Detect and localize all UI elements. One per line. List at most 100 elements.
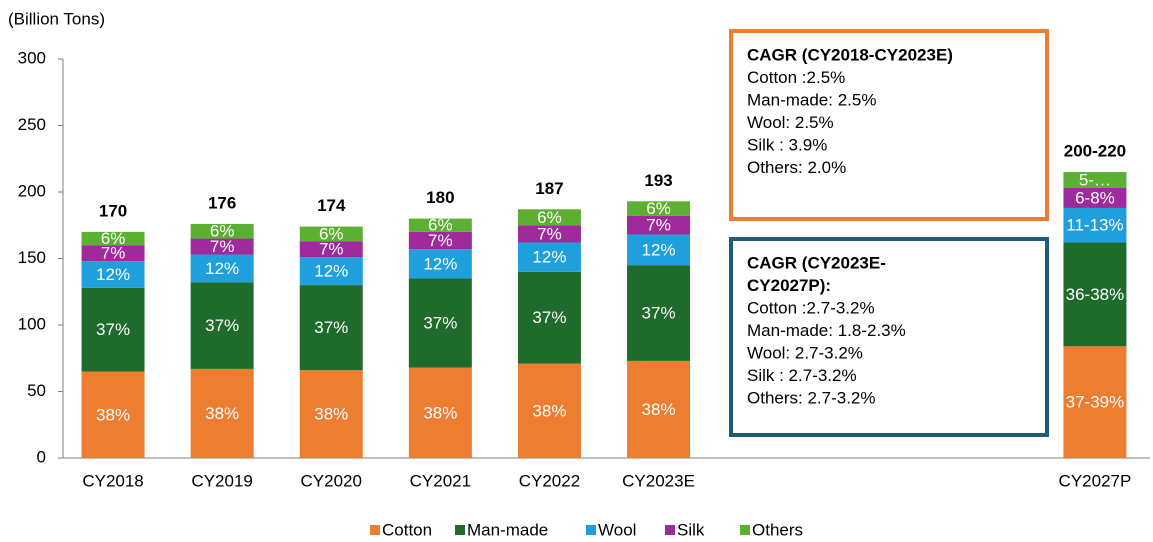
x-tick-label: CY2020 [301,471,362,490]
annotation-box [729,29,1049,221]
y-tick-label: 300 [18,48,46,67]
share-label: 37% [205,316,239,335]
total-label: 174 [317,196,346,215]
bar-segment [408,218,472,232]
bar-segment [190,368,254,458]
share-label: 38% [642,400,676,419]
share-label: 7% [537,224,562,243]
bar-segment [81,261,145,288]
bar-segment [190,223,254,239]
bar-segment [299,257,363,286]
legend-label: Man-made [467,520,548,539]
share-label: 37% [423,313,457,332]
bar-segment [299,285,363,371]
x-tick-label: CY2019 [191,471,252,490]
total-label: 176 [208,193,236,212]
share-label: 12% [423,254,457,273]
share-label: 7% [646,216,671,235]
bar-segment [517,242,581,272]
bar-segment [1063,242,1127,347]
bar-segment [81,287,145,372]
share-label: 7% [319,240,344,259]
share-label: 38% [96,405,130,424]
total-label: 187 [535,179,563,198]
bar-segment [299,226,363,242]
bar-segment [627,265,691,361]
annotation-box [729,237,1049,437]
bar-segment [1063,207,1127,243]
annotation-title: CAGR (CY2018-CY2023E) [747,45,953,64]
total-label: 193 [644,171,672,190]
share-label: 38% [314,405,348,424]
share-label: 6% [537,208,562,227]
annotation-line: Silk : 2.7-3.2% [747,366,857,385]
share-label: 7% [210,237,235,256]
annotation-title: CAGR (CY2023E- [747,253,886,272]
legend-swatch [455,525,465,535]
legend-swatch [665,525,675,535]
share-label: 12% [642,240,676,259]
x-tick-label: CY2022 [519,471,580,490]
x-tick-label: CY2023E [622,471,695,490]
share-label: 6% [101,229,126,248]
bar-segment [517,271,581,364]
x-tick-label: CY2018 [82,471,143,490]
share-label: 12% [205,259,239,278]
bar-segment [627,360,691,458]
annotation-title: CY2027P): [747,276,831,295]
bar-segment [1063,188,1127,208]
legend-swatch [740,525,750,535]
bar-segment [190,282,254,369]
annotation-line: Man-made: 2.5% [747,90,876,109]
total-label: 180 [426,188,454,207]
share-label: 11-13% [1066,216,1123,235]
bar-segment [81,371,145,458]
annotation-line: Others: 2.0% [747,158,846,177]
legend-swatch [586,525,596,535]
share-label: 7% [101,244,126,263]
share-label: 6% [210,222,235,241]
legend-label: Others [752,520,803,539]
bar-segment [517,209,581,226]
bar-segment [627,201,691,216]
bar-segment [517,363,581,458]
share-label: 7% [428,231,453,250]
annotation-line: Cotton :2.5% [747,68,845,87]
bar-segment [299,241,363,258]
share-label: 38% [532,401,566,420]
y-tick-label: 50 [27,381,46,400]
share-label: 37% [532,308,566,327]
bar-segment [627,215,691,235]
annotation-line: Others: 2.7-3.2% [747,388,876,407]
total-label: 170 [99,201,127,220]
share-label: 37% [642,304,676,323]
legend-label: Cotton [382,520,432,539]
annotation-line: Wool: 2.7-3.2% [747,343,863,362]
share-label: 38% [423,403,457,422]
bar-segment [408,367,472,458]
share-label: 12% [96,265,130,284]
share-label: 37% [96,320,130,339]
annotation-line: Man-made: 1.8-2.3% [747,321,906,340]
share-label: 37-39% [1066,393,1125,412]
share-label: 12% [314,262,348,281]
y-tick-label: 0 [37,447,46,466]
legend-label: Silk [677,520,705,539]
share-label: 6% [428,216,453,235]
legend-label: Wool [598,520,636,539]
share-label: 38% [205,404,239,423]
bar-segment [517,225,581,243]
x-tick-label: CY2027P [1059,471,1132,490]
y-tick-label: 250 [18,115,46,134]
y-axis-label: (Billion Tons) [8,9,105,28]
bar-segment [1063,172,1127,189]
bar-segment [81,231,145,246]
y-tick-label: 150 [18,248,46,267]
annotation-line: Silk : 3.9% [747,135,827,154]
y-tick-label: 200 [18,181,46,200]
bar-segment [190,254,254,283]
bar-segment [408,249,472,279]
bar-segment [81,245,145,262]
bar-segment [299,370,363,458]
